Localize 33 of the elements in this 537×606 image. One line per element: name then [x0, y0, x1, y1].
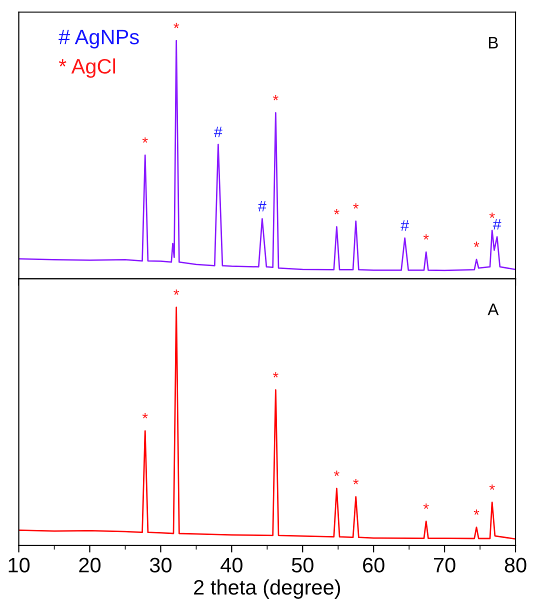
annotation: * — [474, 509, 480, 515]
annotation: # — [400, 220, 409, 231]
annotation: * — [423, 504, 429, 509]
annotation: # AgNPs — [58, 30, 139, 48]
annotation: * — [489, 484, 495, 490]
annotation: * — [174, 22, 180, 28]
annotation: * — [474, 242, 480, 247]
annotation: * — [353, 203, 359, 209]
annotation: * — [272, 372, 278, 378]
annotation: * — [142, 137, 148, 143]
annotation: * — [334, 209, 340, 214]
annotation: # — [214, 126, 222, 138]
x-tick-label: 10 — [8, 558, 30, 573]
annotation: * — [353, 478, 359, 484]
x-tick-label: 70 — [434, 558, 456, 573]
chart-title: A — [488, 304, 499, 316]
annotation: * — [174, 289, 180, 295]
annotation: * AgCl — [58, 58, 116, 78]
annotation: * — [423, 234, 429, 240]
annotation: * — [142, 413, 148, 418]
x-axis-title: 2 theta (degree) — [194, 579, 340, 599]
chart-title: B — [488, 36, 498, 48]
annotation: * — [334, 470, 340, 476]
x-tick-label: 50 — [292, 558, 314, 573]
x-tick-label: 60 — [363, 558, 384, 573]
x-tick-label: 30 — [150, 558, 172, 573]
x-tick-label: 80 — [504, 558, 526, 573]
x-tick-label: 20 — [79, 558, 101, 573]
annotation: # — [492, 219, 502, 230]
x-tick-label: 40 — [220, 558, 242, 573]
annotation: * — [489, 212, 495, 218]
annotation: * — [272, 94, 278, 100]
annotation: # — [258, 200, 266, 212]
